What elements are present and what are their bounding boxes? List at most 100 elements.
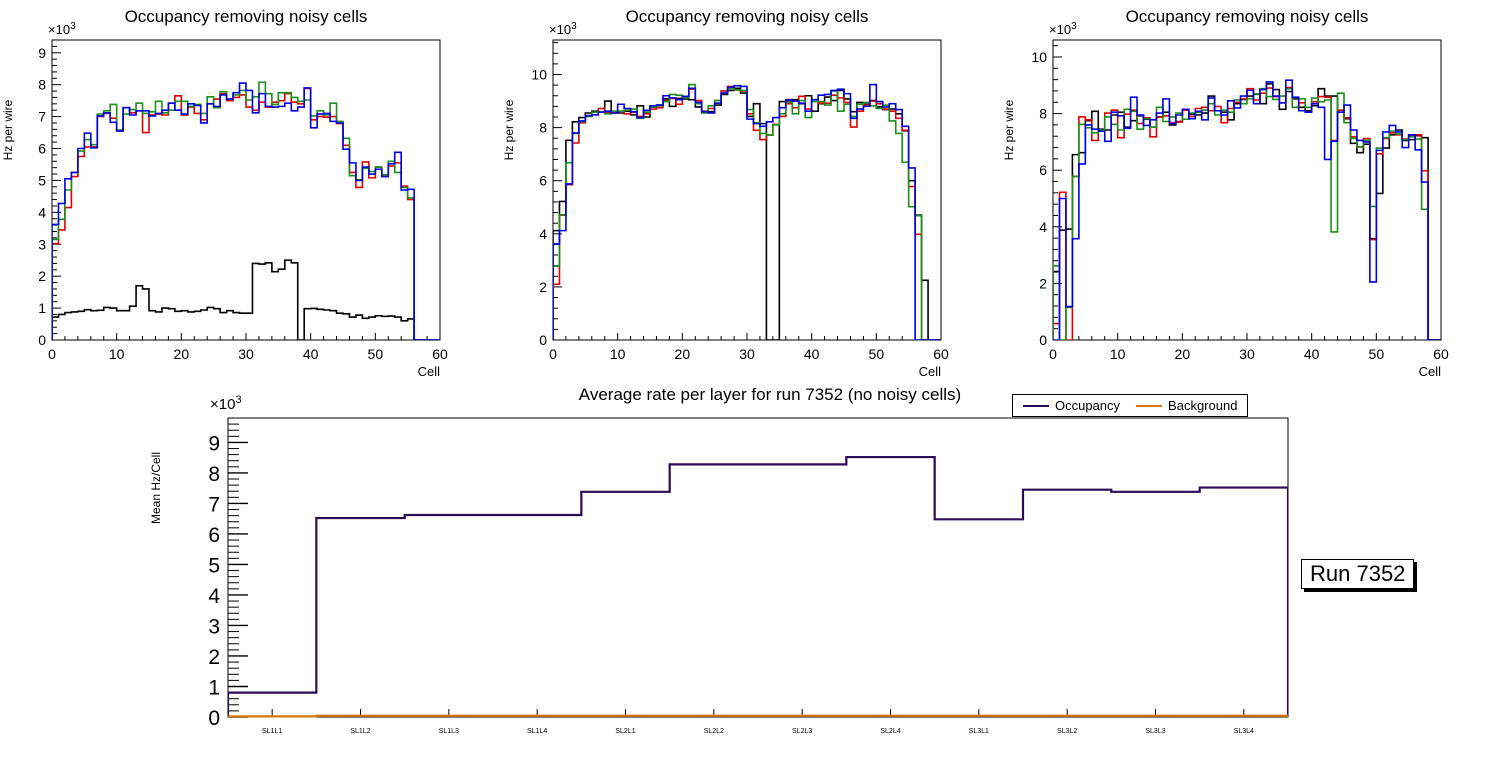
occupancy-panel-2: Occupancy removing noisy cells Hz per wir…	[498, 0, 996, 379]
series-layer-blue	[1053, 79, 1441, 340]
series-layer-black	[553, 87, 941, 340]
average-rate-canvas: Mean Hz/Cell ×103 0 1 2 3 4 5 6 7 8 9 SL1L1 SL1L2 SL1L…	[149, 394, 1289, 735]
legend-label-background: Background	[1168, 398, 1238, 413]
series-layer-black	[52, 259, 440, 340]
panel-3-series-group	[1053, 79, 1441, 340]
x-bin-label: SL3L1	[969, 728, 989, 735]
average-rate-panel: Mean Hz/Cell ×103 0 1 2 3 4 5 6 7 8 9 SL1L1 SL1L2 SL1L…	[0, 378, 1496, 772]
y-tick-label: 2	[539, 279, 547, 295]
bottom-series-group	[228, 455, 1288, 718]
y-tick-label: 3	[208, 615, 220, 638]
panel-1-title: Occupancy removing noisy cells	[125, 7, 368, 26]
x-tick-label: 40	[303, 346, 319, 362]
bottom-panel-legend: Occupancy Background	[1012, 394, 1249, 417]
y-tick-label: 2	[38, 268, 46, 284]
x-bin-label: SL3L4	[1234, 728, 1254, 735]
y-tick-label: 5	[208, 554, 220, 577]
x-tick-label: 10	[1110, 346, 1126, 362]
x-tick-label: 50	[368, 346, 384, 362]
x-bin-label: SL2L1	[615, 728, 635, 735]
series-background	[228, 714, 1288, 718]
x-tick-label: 40	[1304, 346, 1320, 362]
x-tick-label: 60	[1433, 346, 1449, 362]
panel-2-series-group	[553, 83, 941, 340]
y-tick-label: 2	[1039, 275, 1047, 291]
y-tick-label: 4	[38, 204, 46, 220]
y-tick-label: 0	[38, 332, 46, 348]
panel-2-canvas: Occupancy removing noisy cells Hz per wir…	[502, 7, 949, 379]
x-tick-label: 20	[1175, 346, 1191, 362]
x-bin-label: SL3L2	[1057, 728, 1077, 735]
occupancy-panel-1: Occupancy removing noisy cells Hz per wir…	[0, 0, 498, 379]
x-tick-label: 30	[739, 346, 755, 362]
exponent-sup: 3	[1071, 21, 1077, 32]
y-tick-label: 0	[1039, 332, 1047, 348]
x-tick-label: 10	[109, 346, 125, 362]
series-layer-red	[553, 85, 941, 340]
x-bin-label: SL2L3	[792, 728, 812, 735]
y-tick-label: 7	[208, 493, 220, 516]
y-tick-label: 2	[208, 646, 220, 669]
y-tick-label: 4	[208, 585, 220, 608]
run-label-box: Run 7352	[1301, 559, 1415, 590]
x-bin-label: SL1L4	[527, 728, 547, 735]
y-tick-label: 9	[38, 45, 46, 61]
series-layer-green	[553, 83, 941, 340]
exponent-sup: 3	[235, 394, 241, 406]
series-layer-red	[1053, 86, 1441, 340]
x-tick-label: 30	[1239, 346, 1255, 362]
y-tick-label: 10	[531, 67, 547, 83]
x-tick-label: 40	[804, 346, 820, 362]
panel-3-y-exponent: ×103	[1049, 21, 1077, 37]
x-tick-label: 10	[610, 346, 626, 362]
x-bin-label: SL2L2	[704, 728, 724, 735]
y-tick-label: 4	[1039, 219, 1047, 235]
x-tick-label: 0	[1049, 346, 1057, 362]
x-bin-label: SL1L3	[439, 728, 459, 735]
y-tick-label: 0	[208, 707, 220, 730]
panel-1-y-exponent: ×103	[48, 21, 76, 37]
y-tick-label: 6	[208, 524, 220, 547]
x-bin-label: SL2L4	[880, 728, 900, 735]
series-occupancy	[228, 455, 1288, 717]
x-bin-label: SL3L3	[1145, 728, 1165, 735]
series-layer-red	[52, 87, 440, 340]
panel-2-title: Occupancy removing noisy cells	[626, 7, 869, 26]
y-tick-label: 8	[539, 120, 547, 136]
y-tick-label: 8	[38, 77, 46, 93]
y-tick-label: 6	[539, 173, 547, 189]
x-bin-label: SL1L1	[262, 728, 282, 735]
legend-swatch-occupancy	[1023, 404, 1049, 407]
occupancy-panel-3: Occupancy removing noisy cells Hz per wir…	[996, 0, 1496, 379]
y-tick-label: 6	[38, 141, 46, 157]
series-layer-blue	[553, 83, 941, 340]
x-tick-label: 0	[549, 346, 557, 362]
y-tick-label: 8	[1039, 106, 1047, 122]
x-tick-label: 30	[238, 346, 254, 362]
y-tick-label: 7	[38, 109, 46, 125]
y-tick-label: 1	[38, 300, 46, 316]
y-tick-label: 9	[208, 432, 220, 455]
x-bin-label: SL1L2	[350, 728, 370, 735]
y-tick-label: 1	[208, 676, 220, 699]
y-tick-label: 6	[1039, 162, 1047, 178]
y-tick-label: 10	[1031, 49, 1047, 65]
bottom-y-exponent: ×103	[210, 394, 242, 413]
y-tick-label: 5	[38, 172, 46, 188]
y-tick-label: 3	[38, 236, 46, 252]
legend-item-background: Background	[1136, 398, 1237, 413]
x-tick-label: 50	[869, 346, 885, 362]
panel-3-title: Occupancy removing noisy cells	[1126, 7, 1369, 26]
panel-3-canvas: Occupancy removing noisy cells Hz per wir…	[1002, 7, 1449, 379]
legend-label-occupancy: Occupancy	[1055, 398, 1121, 413]
legend-item-occupancy: Occupancy	[1023, 398, 1120, 413]
exponent-sup: 3	[70, 21, 76, 32]
panel-2-plot-frame	[552, 39, 942, 341]
x-tick-label: 20	[675, 346, 691, 362]
panel-3-y-axis-title: Hz per wire	[1002, 99, 1016, 160]
panel-2-y-axis-title: Hz per wire	[502, 99, 516, 160]
panel-2-x-axis-title: Cell	[919, 364, 942, 379]
panel-1-series-group	[52, 81, 440, 340]
bottom-plot-frame	[227, 417, 1289, 718]
panel-3-x-axis-title: Cell	[1419, 364, 1442, 379]
